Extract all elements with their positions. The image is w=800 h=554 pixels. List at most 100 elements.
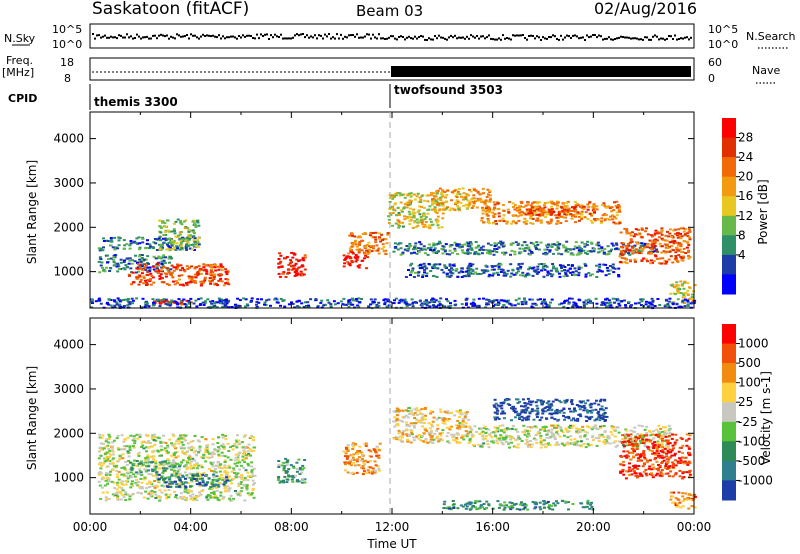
nsky-sample: [514, 34, 516, 37]
range-gate-cell: [439, 411, 443, 413]
range-gate-cell: [116, 447, 120, 449]
nsky-sample: [594, 34, 596, 36]
nsky-sample: [192, 34, 194, 37]
range-gate-cell: [182, 298, 186, 301]
range-gate-cell: [303, 268, 307, 271]
nsky-sample: [566, 34, 568, 37]
range-gate-cell: [211, 271, 215, 274]
range-gate-cell: [613, 201, 616, 204]
range-gate-cell: [385, 305, 389, 308]
range-gate-cell: [682, 247, 686, 250]
nsky-sample: [536, 35, 538, 38]
range-gate-cell: [568, 267, 572, 270]
range-gate-cell: [481, 248, 485, 251]
range-gate-cell: [493, 247, 497, 250]
range-gate-cell: [167, 284, 171, 286]
range-gate-cell: [569, 213, 573, 216]
range-gate-cell: [158, 277, 162, 280]
nsky-sample: [234, 36, 236, 39]
freq-tick-bottom: 8: [64, 72, 71, 85]
range-gate-cell: [457, 416, 461, 418]
range-gate-cell: [632, 249, 636, 252]
range-gate-cell: [644, 303, 648, 306]
range-gate-cell: [130, 468, 134, 471]
range-gate-cell: [618, 304, 622, 307]
range-gate-cell: [109, 299, 113, 301]
range-gate-cell: [121, 480, 125, 483]
range-gate-cell: [163, 299, 166, 302]
range-gate-cell: [282, 481, 286, 484]
range-gate-cell: [219, 491, 223, 494]
range-gate-cell: [641, 298, 645, 301]
range-gate-cell: [348, 264, 352, 267]
range-gate-cell: [614, 217, 618, 220]
power-ylabel: Slant Range [km]: [25, 160, 39, 264]
range-gate-cell: [420, 221, 424, 224]
range-gate-cell: [162, 464, 166, 467]
range-gate-cell: [296, 479, 299, 482]
nsky-sample: [598, 34, 600, 37]
nsky-sample: [230, 35, 232, 38]
range-gate-cell: [408, 219, 412, 222]
colorbar-tick-label: 20: [738, 170, 753, 184]
range-gate-cell: [445, 200, 449, 203]
range-gate-cell: [542, 300, 546, 303]
nsky-sample: [520, 34, 522, 37]
range-gate-cell: [625, 247, 629, 250]
range-gate-cell: [559, 210, 563, 213]
range-gate-cell: [201, 477, 204, 480]
range-gate-cell: [435, 305, 438, 308]
range-gate-cell: [544, 253, 548, 256]
range-gate-cell: [153, 486, 157, 489]
range-gate-cell: [391, 212, 395, 214]
nsky-sample: [688, 38, 690, 41]
range-gate-cell: [472, 187, 476, 190]
nsky-sample: [444, 37, 446, 40]
nsky-sample: [376, 37, 378, 40]
range-gate-cell: [351, 232, 354, 235]
range-gate-cell: [426, 247, 430, 249]
range-gate-cell: [524, 204, 528, 207]
nsky-sample: [438, 34, 440, 37]
range-gate-cell: [160, 491, 164, 494]
nsky-sample: [660, 37, 662, 40]
range-gate-cell: [408, 434, 411, 437]
range-gate-cell: [251, 479, 255, 482]
range-gate-cell: [484, 210, 488, 213]
range-gate-cell: [164, 275, 168, 278]
range-gate-cell: [582, 205, 585, 208]
range-gate-cell: [541, 212, 545, 215]
range-gate-cell: [677, 254, 681, 257]
range-gate-cell: [202, 281, 205, 284]
range-gate-cell: [628, 253, 632, 256]
range-gate-cell: [387, 222, 391, 224]
range-gate-cell: [414, 422, 418, 425]
range-gate-cell: [408, 213, 412, 216]
nsky-sample: [274, 33, 276, 36]
range-gate-cell: [208, 456, 211, 459]
range-gate-cell: [142, 276, 146, 279]
range-gate-cell: [547, 213, 551, 216]
nsky-sample: [434, 35, 436, 37]
range-gate-cell: [456, 253, 460, 255]
range-gate-cell: [495, 222, 498, 225]
range-gate-cell: [446, 206, 449, 209]
range-gate-cell: [685, 246, 689, 249]
range-gate-cell: [134, 254, 137, 257]
range-gate-cell: [574, 241, 578, 244]
colorbar-segment: [722, 176, 736, 197]
range-gate-cell: [168, 271, 171, 274]
range-gate-cell: [533, 269, 537, 272]
range-gate-cell: [247, 464, 251, 467]
range-gate-cell: [587, 206, 591, 208]
range-gate-cell: [443, 422, 447, 425]
range-gate-cell: [169, 242, 173, 244]
range-gate-cell: [352, 461, 355, 464]
range-gate-cell: [116, 498, 120, 501]
range-gate-cell: [196, 245, 200, 248]
range-gate-cell: [653, 245, 657, 247]
range-gate-cell: [507, 211, 511, 214]
range-gate-cell: [117, 470, 121, 473]
range-gate-cell: [528, 266, 532, 269]
range-gate-cell: [178, 233, 182, 236]
